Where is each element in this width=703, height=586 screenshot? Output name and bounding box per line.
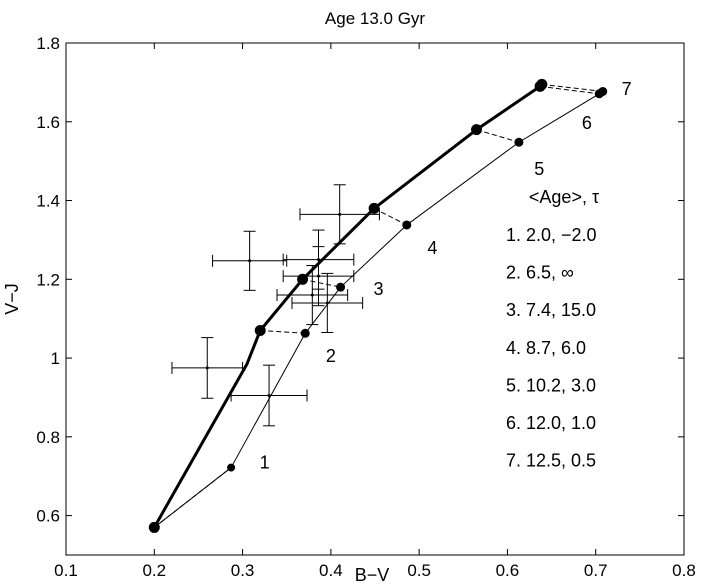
thin-track-marker (598, 86, 608, 96)
error-center (267, 393, 271, 397)
thin-track-marker (514, 137, 524, 147)
point-label: 6 (582, 113, 592, 133)
point-label: 3 (374, 279, 384, 299)
plot-area (65, 42, 685, 556)
point-labels: 1 2 3 4 5 6 7 (260, 79, 632, 472)
thick-track-marker (254, 325, 266, 337)
connector-line (540, 85, 600, 95)
thick-track-marker (536, 78, 548, 90)
thick-track-marker (148, 521, 160, 533)
error-center (316, 274, 320, 278)
thin-track-marker (227, 463, 236, 472)
x-tick-label: 0.2 (142, 561, 166, 580)
series-lines (152, 83, 604, 529)
error-point (212, 230, 288, 291)
connector-line (302, 278, 341, 288)
x-tick-label: 0.3 (231, 561, 255, 580)
legend-entry: 1. 2.0, −2.0 (506, 225, 597, 245)
y-tick-label: 1 (51, 349, 60, 368)
point-label: 2 (326, 346, 336, 366)
y-axis-label: V−J (2, 283, 22, 315)
axis-ticks: 0.1 0.2 0.3 0.4 0.5 0.6 0.7 0.8 0.6 0.8 1 1.2 1.4 1.6… (36, 34, 695, 580)
x-tick-label: 0.6 (496, 561, 520, 580)
point-label: 1 (260, 452, 270, 472)
point-label: 7 (622, 79, 632, 99)
y-tick-label: 1.6 (36, 113, 60, 132)
x-tick-label: 0.8 (672, 561, 696, 580)
x-tick-label: 0.7 (584, 561, 608, 580)
legend-entry: 7. 12.5, 0.5 (506, 451, 596, 471)
x-tick-label: 0.4 (319, 561, 343, 580)
error-point (282, 246, 355, 307)
connector-line (541, 83, 603, 92)
legend-entry: 5. 10.2, 3.0 (506, 375, 596, 395)
thin-track-marker (300, 328, 310, 338)
legend-entry: 4. 8.7, 6.0 (506, 338, 586, 358)
chart-title: Age 13.0 Gyr (325, 9, 426, 28)
thick-track-marker (368, 202, 380, 214)
error-center (205, 366, 209, 370)
x-tick-label: 0.5 (407, 561, 431, 580)
error-center (310, 293, 314, 297)
y-tick-label: 1.2 (36, 270, 60, 289)
x-axis-label: B−V (355, 565, 390, 585)
point-label: 5 (534, 159, 544, 179)
y-tick-label: 1.4 (36, 192, 60, 211)
thin-track-marker (336, 282, 346, 292)
thin-track-marker (402, 220, 412, 230)
error-center (248, 259, 252, 263)
error-center (338, 212, 342, 216)
legend-header: <Age>, τ (529, 187, 599, 207)
legend-entry: 2. 6.5, ∞ (506, 263, 574, 283)
thick-track-marker (471, 124, 483, 136)
y-tick-label: 1.8 (36, 34, 60, 53)
thin-track-line (153, 91, 604, 528)
y-tick-label: 0.6 (36, 507, 60, 526)
connector-line (476, 129, 520, 143)
error-point (230, 364, 308, 427)
error-point (291, 272, 364, 333)
y-tick-label: 0.8 (36, 428, 60, 447)
legend: <Age>, τ 1. 2.0, −2.0 2. 6.5, ∞ 3. 7.4, 15… (506, 187, 599, 471)
connector-line (373, 207, 408, 226)
point-label: 4 (427, 238, 437, 258)
error-point (171, 337, 244, 399)
error-bars (171, 184, 380, 427)
legend-entry: 6. 12.0, 1.0 (506, 413, 596, 433)
legend-entry: 3. 7.4, 15.0 (506, 300, 596, 320)
thick-track-marker (297, 273, 309, 285)
thick-track-line (152, 83, 543, 529)
series-markers (148, 78, 608, 533)
x-tick-label: 0.1 (54, 561, 78, 580)
